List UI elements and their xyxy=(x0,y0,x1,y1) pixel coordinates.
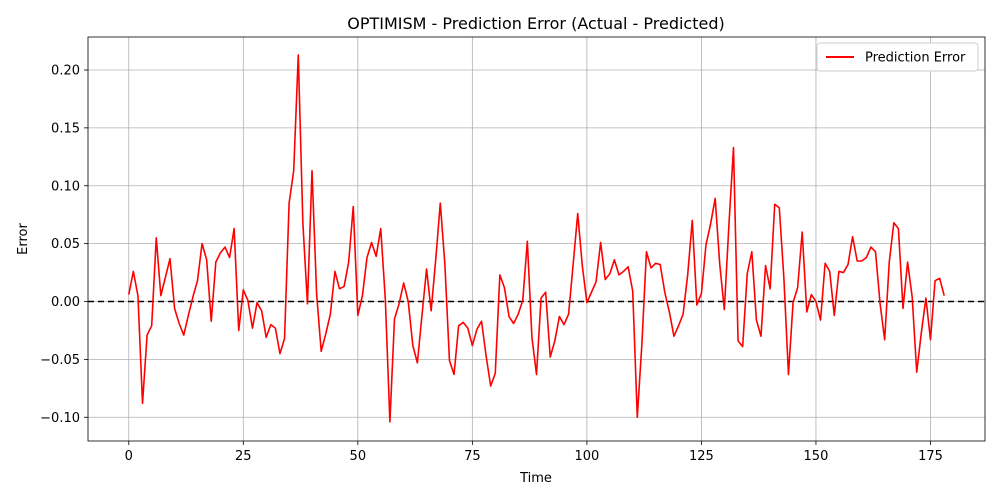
series-layer xyxy=(127,54,946,423)
series-line-prediction-error xyxy=(127,54,946,423)
y-tick-label: 0.20 xyxy=(51,63,80,78)
y-tick-label: 0.15 xyxy=(51,121,80,136)
legend: Prediction Error xyxy=(816,42,979,72)
y-tick-label: 0.10 xyxy=(51,179,80,194)
y-tick-label: −0.10 xyxy=(40,411,80,426)
plot-frame xyxy=(87,36,986,442)
x-tick-label: 75 xyxy=(464,449,481,464)
chart-title: OPTIMISM - Prediction Error (Actual - Pr… xyxy=(347,14,724,33)
y-axis-label: Error xyxy=(16,223,31,255)
x-tick-label: 50 xyxy=(350,449,367,464)
y-tick-label: 0.00 xyxy=(51,295,80,310)
x-tick-label: 25 xyxy=(235,449,252,464)
grid-layer xyxy=(88,37,985,441)
legend-box xyxy=(816,42,979,72)
axes-layer xyxy=(87,36,986,442)
x-axis-label: Time xyxy=(519,471,552,486)
x-tick-label: 150 xyxy=(804,449,829,464)
x-tick-label: 100 xyxy=(574,449,599,464)
ticks-layer: 0 25 50 75 100 125 150 175 −0.10 −0.05 0.00 0.05 0.1… xyxy=(40,63,943,464)
x-tick-label: 125 xyxy=(689,449,714,464)
legend-label: Prediction Error xyxy=(865,51,966,66)
y-tick-label: −0.05 xyxy=(40,353,80,368)
x-tick-label: 175 xyxy=(918,449,943,464)
x-tick-label: 0 xyxy=(125,449,133,464)
y-tick-label: 0.05 xyxy=(51,237,80,252)
